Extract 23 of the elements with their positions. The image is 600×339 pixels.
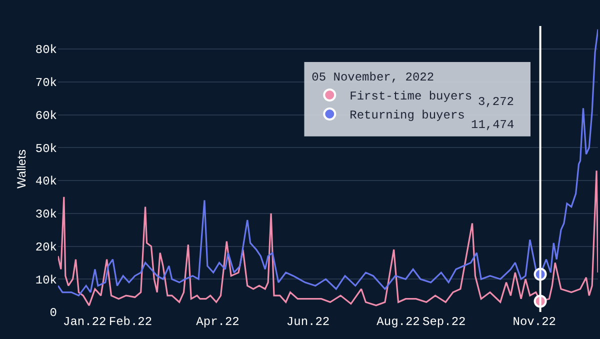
line-series <box>58 28 598 296</box>
y-tick-label: 80k <box>35 43 57 58</box>
x-tick-label: Feb.22 <box>108 315 152 329</box>
y-tick-label: 40k <box>35 174 57 189</box>
y-tick-label: 20k <box>35 240 57 254</box>
y-tick-label: 10k <box>35 273 57 288</box>
y-tick-label: 60k <box>35 108 57 123</box>
x-tick-label: Sep.22 <box>422 315 466 329</box>
legend-title: 05 November, 2022 <box>312 70 434 84</box>
x-tick-label: Apr.22 <box>196 315 240 329</box>
legend-label: First-time buyers <box>350 90 472 104</box>
annotation: 3,272 <box>478 95 514 109</box>
legend-label: Returning buyers <box>350 108 465 123</box>
y-tick-label: 70k <box>35 76 57 90</box>
x-tick-label: Jan.22 <box>63 315 106 329</box>
y-tick-label: 50k <box>35 142 57 156</box>
y-axis-title: Wallets <box>14 150 29 188</box>
x-tick-label: Jun.22 <box>286 315 330 329</box>
y-tick-label: 30k <box>35 208 57 222</box>
x-tick-label: Aug.22 <box>376 315 420 329</box>
annotation: 11,474 <box>471 118 514 132</box>
y-tick-label: 0 <box>50 306 57 320</box>
x-tick-label: Nov.22 <box>512 315 556 329</box>
